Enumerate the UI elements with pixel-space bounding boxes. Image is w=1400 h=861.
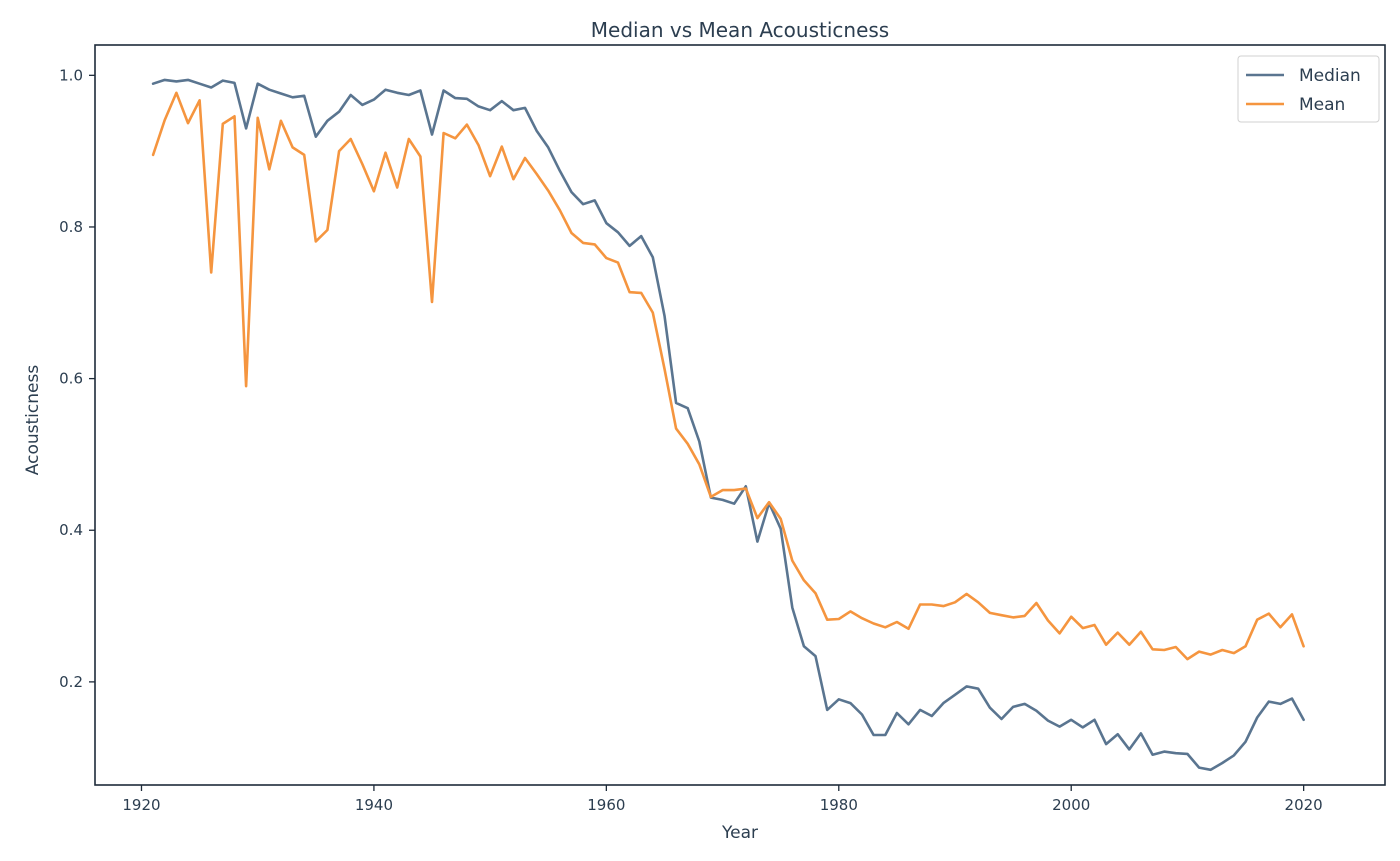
y-axis: 0.2 0.4 0.6 0.8 1.0 — [59, 66, 95, 691]
x-tick-label: 1940 — [355, 796, 393, 814]
legend: Median Mean — [1237, 55, 1380, 123]
plot-area — [94, 44, 1386, 786]
x-tick-label: 1980 — [820, 796, 858, 814]
x-tick-label: 2000 — [1052, 796, 1090, 814]
y-tick-label: 0.2 — [59, 673, 83, 691]
y-axis-label: Acousticness — [23, 365, 43, 476]
y-tick-label: 0.6 — [59, 370, 83, 388]
series-line-mean — [151, 91, 1305, 661]
x-tick-label: 2020 — [1285, 796, 1323, 814]
series-line-median — [151, 78, 1305, 772]
legend-label-median: Median — [1299, 66, 1361, 86]
chart-title: Median vs Mean Acousticness — [591, 18, 889, 42]
x-tick-label: 1920 — [122, 796, 160, 814]
x-axis-label: Year — [721, 823, 758, 843]
legend-box — [1237, 55, 1380, 123]
y-tick-label: 1.0 — [59, 66, 83, 84]
x-axis: 1920 1940 1960 1980 2000 2020 — [122, 785, 1323, 814]
legend-label-mean: Mean — [1299, 95, 1345, 115]
y-tick-label: 0.8 — [59, 218, 83, 236]
series-lines — [151, 78, 1305, 772]
y-tick-label: 0.4 — [59, 521, 83, 539]
x-tick-label: 1960 — [587, 796, 625, 814]
